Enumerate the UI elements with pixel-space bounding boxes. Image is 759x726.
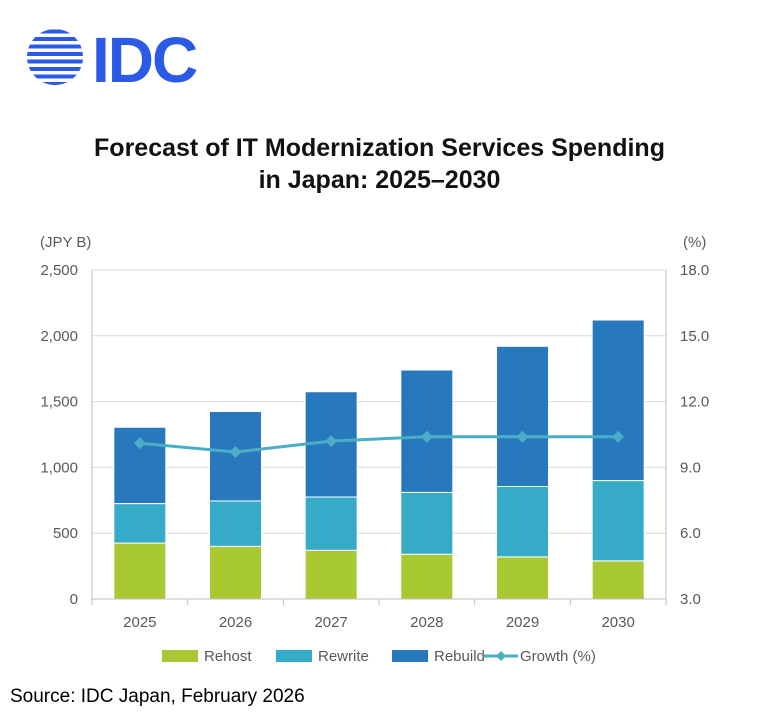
globe-icon: [27, 29, 83, 85]
idc-logo: IDC: [26, 24, 216, 96]
y2-tick-label: 6.0: [680, 525, 701, 542]
x-tick-label: 2028: [410, 614, 443, 631]
chart-title-line2: in Japan: 2025–2030: [258, 166, 501, 194]
legend-label: Rewrite: [318, 648, 369, 665]
chart: 0 500 1,000 1,500 2,000 2,500 3.0 6.0 9.0 12.0 15.…: [40, 234, 709, 665]
y2-tick-label: 15.0: [680, 328, 709, 345]
legend-swatch-marker: [496, 651, 506, 661]
idc-logo-text: IDC: [92, 26, 197, 88]
legend-swatch: [392, 650, 428, 662]
bar-rewrite-2028: [400, 491, 454, 555]
bar-rewrite-2025: [113, 503, 167, 544]
y-tick-label: 500: [53, 525, 78, 542]
y2-tick-label: 12.0: [680, 394, 709, 411]
growth-point-2030: [612, 430, 625, 443]
x-tick-label: 2025: [123, 614, 156, 631]
bar-rehost-2027: [304, 549, 358, 600]
chart-title: Forecast of IT Modernization Services Sp…: [0, 132, 759, 196]
y-tick-label: 2,000: [40, 328, 78, 345]
x-tick-label: 2030: [601, 614, 634, 631]
growth-point-2027: [325, 435, 338, 448]
bar-rehost-2028: [400, 553, 454, 600]
legend-label: Growth (%): [520, 648, 596, 665]
x-tick-label: 2027: [314, 614, 347, 631]
growth-point-2026: [229, 446, 242, 459]
bar-rewrite-2026: [209, 500, 262, 547]
growth-point-2025: [133, 437, 146, 450]
y2-tick-label: 18.0: [680, 262, 709, 279]
bar-rebuild-2029: [496, 345, 549, 487]
bar-rebuild-2030: [591, 319, 645, 482]
bar-rewrite-2030: [591, 480, 645, 562]
bar-rehost-2025: [113, 542, 167, 600]
y2-tick-label: 9.0: [680, 459, 701, 476]
y-tick-label: 0: [70, 591, 78, 608]
legend-label: Rehost: [204, 648, 252, 665]
y-tick-label: 2,500: [40, 262, 78, 279]
legend-swatch: [162, 650, 198, 662]
growth-line: [139, 435, 619, 454]
y-axis-title: (JPY B): [40, 234, 91, 251]
legend-swatch: [276, 650, 312, 662]
y2-tick-label: 3.0: [680, 591, 701, 608]
bar-rewrite-2029: [496, 485, 549, 558]
legend-label: Rebuild: [434, 648, 485, 665]
x-tick-label: 2029: [506, 614, 539, 631]
bar-rehost-2030: [591, 560, 645, 600]
growth-point-2029: [516, 430, 529, 443]
y-tick-label: 1,000: [40, 459, 78, 476]
bar-rehost-2029: [496, 556, 549, 600]
growth-point-2028: [420, 430, 433, 443]
source-note: Source: IDC Japan, February 2026: [10, 686, 305, 707]
x-tick-label: 2026: [219, 614, 252, 631]
chart-title-line1: Forecast of IT Modernization Services Sp…: [94, 134, 665, 162]
y2-axis-title: (%): [683, 234, 706, 251]
idc-logo-graphic: IDC: [27, 24, 199, 96]
y-tick-label: 1,500: [40, 394, 78, 411]
bar-rewrite-2027: [304, 496, 358, 551]
bar-rehost-2026: [209, 545, 262, 600]
